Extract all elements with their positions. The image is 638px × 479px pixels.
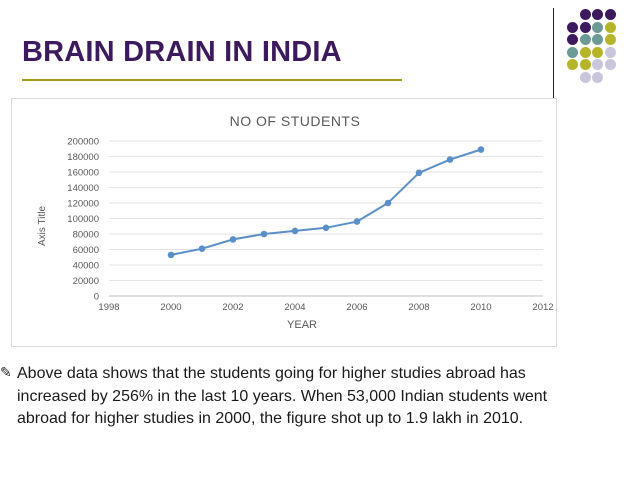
decorative-dot	[592, 9, 603, 20]
x-tick-label: 2004	[284, 302, 305, 313]
x-tick-label: 2008	[408, 302, 429, 313]
series-line	[170, 148, 482, 256]
y-tick-label: 140000	[67, 183, 99, 194]
pen-bullet-icon: ✎	[0, 365, 12, 381]
y-tick-label: 120000	[67, 199, 99, 210]
decorative-dot	[592, 21, 603, 33]
decorative-dot	[604, 9, 616, 20]
decorative-dot-grid	[0, 0, 638, 110]
data-point	[322, 224, 330, 232]
bullet-text: Above data shows that the students going…	[17, 365, 548, 427]
decorative-dot	[579, 34, 591, 45]
data-point	[260, 230, 268, 238]
data-point	[229, 236, 237, 243]
decorative-divider	[553, 8, 554, 104]
decorative-dot	[592, 59, 603, 70]
x-tick-label: 1998	[98, 302, 119, 313]
y-tick-label: 200000	[67, 137, 99, 148]
y-tick-label: 100000	[67, 214, 99, 225]
decorative-dot	[592, 71, 603, 83]
decorative-dot	[567, 46, 578, 58]
data-point	[167, 251, 175, 259]
slide-title: BRAIN DRAIN IN INDIA	[22, 36, 342, 68]
y-tick-label: 160000	[67, 168, 99, 179]
decorative-dot	[579, 9, 591, 20]
line-chart: NO OF STUDENTS Axis Title YEAR 0 20000 400…	[37, 113, 554, 331]
decorative-dot	[579, 71, 591, 83]
decorative-dot	[604, 59, 616, 70]
title-underline	[22, 79, 402, 81]
x-axis-label: YEAR	[287, 319, 317, 331]
decorative-dot	[567, 34, 578, 45]
data-point	[353, 218, 361, 225]
x-tick-label: 2006	[346, 302, 367, 313]
y-tick-label: 20000	[73, 276, 99, 287]
y-tick-label: 0	[94, 292, 99, 303]
y-tick-label: 60000	[73, 245, 99, 256]
decorative-dot	[604, 21, 616, 33]
y-tick-label: 80000	[73, 230, 99, 241]
data-point	[415, 169, 423, 177]
x-tick-label: 2010	[470, 302, 491, 313]
data-point	[384, 199, 392, 207]
decorative-dot	[604, 34, 616, 45]
x-tick-label: 2002	[222, 302, 243, 313]
decorative-dot	[592, 34, 603, 45]
chart-title: NO OF STUDENTS	[230, 113, 361, 129]
decorative-dot	[579, 21, 591, 33]
data-point	[291, 227, 299, 235]
y-tick-label: 40000	[73, 261, 99, 272]
decorative-dot	[567, 21, 578, 33]
x-tick-label: 2012	[532, 302, 553, 313]
chart-gridlines	[109, 140, 543, 297]
decorative-dot	[567, 59, 578, 70]
data-point	[198, 245, 206, 253]
decorative-dot	[579, 59, 591, 70]
decorative-dot	[604, 46, 616, 58]
y-axis-label: Axis Title	[37, 206, 48, 246]
x-tick-label: 2000	[160, 302, 181, 313]
data-point	[446, 156, 454, 163]
data-point	[477, 146, 485, 153]
chart-container: NO OF STUDENTS Axis Title YEAR 0 20000 400…	[11, 98, 557, 347]
y-tick-label: 180000	[67, 152, 99, 163]
decorative-dot	[579, 46, 591, 58]
decorative-dot	[592, 46, 603, 58]
